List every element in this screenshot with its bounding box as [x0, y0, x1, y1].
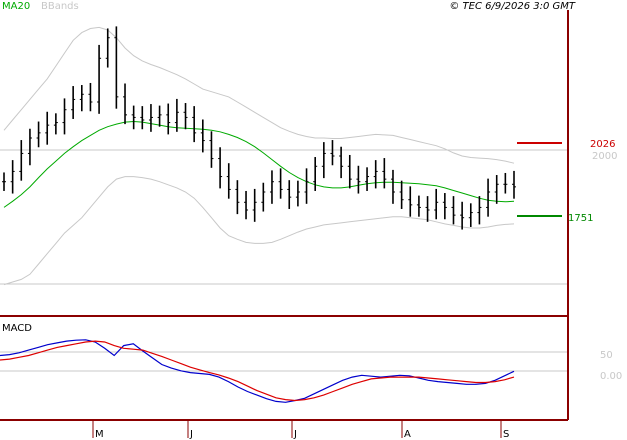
price-bar [365, 167, 370, 191]
price-bar [235, 180, 240, 215]
price-bar [157, 105, 162, 127]
price-bar [209, 131, 214, 168]
price-bar [356, 165, 361, 194]
price-bar [269, 170, 274, 204]
price-bar [330, 140, 335, 166]
price-bar [503, 172, 508, 194]
price-bar [477, 196, 482, 225]
price-bar [512, 170, 516, 199]
price-bar [494, 175, 499, 204]
month-label: S [503, 429, 509, 440]
price-bar [321, 142, 326, 179]
month-label: J [189, 429, 193, 440]
macd-tick-50: 50 [600, 350, 613, 361]
price-bar [408, 186, 413, 217]
price-bar [27, 128, 32, 166]
price-bar [486, 178, 491, 217]
month-label: J [293, 429, 297, 440]
price-bar [252, 188, 257, 222]
macd-line [0, 339, 515, 403]
price-bar [71, 86, 76, 119]
source-stamp: © TEC 6/9/2026 3:0 GMT [449, 1, 576, 12]
ma20-line [3, 120, 515, 208]
macd-label: MACD [2, 323, 32, 334]
price-bar [105, 28, 110, 68]
price-bar [347, 154, 352, 189]
price-bar [53, 113, 58, 135]
price-bar [416, 195, 421, 217]
price-bar [425, 196, 430, 222]
price-bar [451, 196, 456, 225]
price-bar [62, 98, 67, 135]
price-panel [2, 26, 516, 286]
resistance-label: 2026 [590, 139, 615, 150]
price-bar [97, 44, 102, 114]
price-bar [123, 83, 128, 125]
price-bar [36, 121, 41, 148]
price-bar [218, 147, 223, 189]
macd-tick-0: 0.00 [600, 371, 622, 382]
price-bar [304, 168, 309, 204]
price-bar [45, 111, 50, 145]
legend-ma20: MA20 [2, 1, 30, 12]
price-tick-2000: 2000 [592, 151, 617, 162]
price-bar [226, 163, 231, 199]
price-bar [114, 26, 119, 109]
price-bar [19, 140, 24, 181]
price-bar [442, 193, 447, 220]
price-bar [468, 203, 473, 227]
month-label: A [404, 429, 411, 440]
price-bar [261, 182, 266, 212]
price-bar [244, 190, 249, 220]
price-bar [390, 169, 395, 204]
price-bar [79, 85, 84, 112]
price-bar [434, 188, 439, 220]
price-bar [373, 160, 378, 189]
support-label: 1751 [568, 213, 593, 224]
month-label: M [95, 429, 104, 440]
price-bar [174, 98, 179, 132]
price-bar [339, 146, 344, 179]
price-bar [140, 106, 145, 130]
price-bar [295, 180, 300, 207]
price-bar [460, 201, 465, 230]
price-bar [313, 157, 318, 191]
price-bar [2, 172, 6, 191]
macd-panel [0, 339, 515, 403]
price-bar [200, 119, 205, 153]
signal-line [0, 340, 515, 402]
price-bar [399, 180, 404, 209]
price-bar [131, 105, 136, 130]
price-bar [183, 103, 188, 130]
price-bar [166, 103, 171, 135]
price-bar [88, 82, 93, 112]
bband-upper-line [3, 26, 515, 164]
price-bar [192, 106, 197, 143]
price-bar [148, 104, 153, 132]
price-bar [10, 160, 15, 194]
price-bar [382, 158, 387, 189]
bband-lower-line [3, 176, 515, 286]
price-bar [278, 168, 283, 199]
legend-bbands: BBands [41, 1, 79, 12]
price-bar [287, 180, 292, 209]
